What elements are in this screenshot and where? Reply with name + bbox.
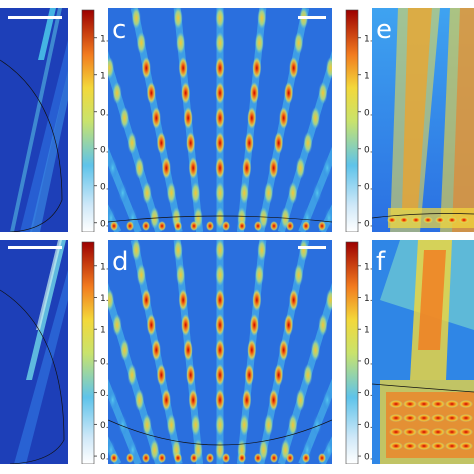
colorbar-top-right: 1.2 1 0.8 0.6 0.4 0.2 [345,9,379,233]
colorbar-tick-label: 0.6 [364,145,379,155]
colorbar-tick-label: 1 [100,71,106,81]
panel-e [372,8,474,232]
colorbar-tick-label: 0.2 [364,453,378,463]
colorbar-tick-label: 1.2 [100,34,114,44]
panel-c [108,8,332,232]
colorbar-tick-label: 0.2 [364,219,378,229]
colorbar-tick-label: 1.4 [364,262,379,272]
colorbar-tick-label: 0.8 [364,357,379,367]
colorbar-tick-label: 0.4 [100,421,115,431]
scale-bar [8,16,62,19]
panel-letter-c: c [112,15,126,45]
panel-a-crop [0,8,68,232]
panel-letter-f: f [376,247,386,277]
colorbar-tick-label: 1.2 [100,294,114,304]
colorbar-tick-label: 0.6 [100,145,115,155]
scale-bar-c [298,16,326,19]
panel-f [372,240,474,464]
colorbar-tick-label: 0.6 [364,389,379,399]
colorbar-tick-label: 0.8 [100,357,115,367]
colorbar-tick-label: 0.4 [364,182,379,192]
colorbar-tick-label: 0.8 [364,108,379,118]
panel-b-crop [0,240,68,464]
panel-d [108,240,332,464]
colorbar-tick-label: 0.4 [100,182,115,192]
panel-letter-e: e [376,15,392,45]
colorbar-tick-label: 0.4 [364,421,379,431]
scale-bar [8,246,62,249]
colorbar-tick-label: 0.2 [100,453,114,463]
colorbar-tick-label: 1.4 [100,262,115,272]
colorbar-tick-label: 0.8 [100,108,115,118]
colorbar-tick-label: 1.2 [364,34,378,44]
colorbar-top-left: 1.2 1 0.8 0.6 0.4 0.2 [81,9,115,233]
colorbar-bottom-left: 1.4 1.2 1 0.8 0.6 0.4 0.2 [81,241,115,465]
colorbar-tick-label: 1 [364,326,370,336]
colorbar-tick-label: 1.2 [364,294,378,304]
colorbar-tick-label: 1 [100,326,106,336]
colorbar-tick-label: 0.2 [100,219,114,229]
scale-bar-d [298,246,326,249]
panel-letter-d: d [112,247,129,277]
colorbar-tick-label: 1 [364,71,370,81]
colorbar-tick-label: 0.6 [100,389,115,399]
